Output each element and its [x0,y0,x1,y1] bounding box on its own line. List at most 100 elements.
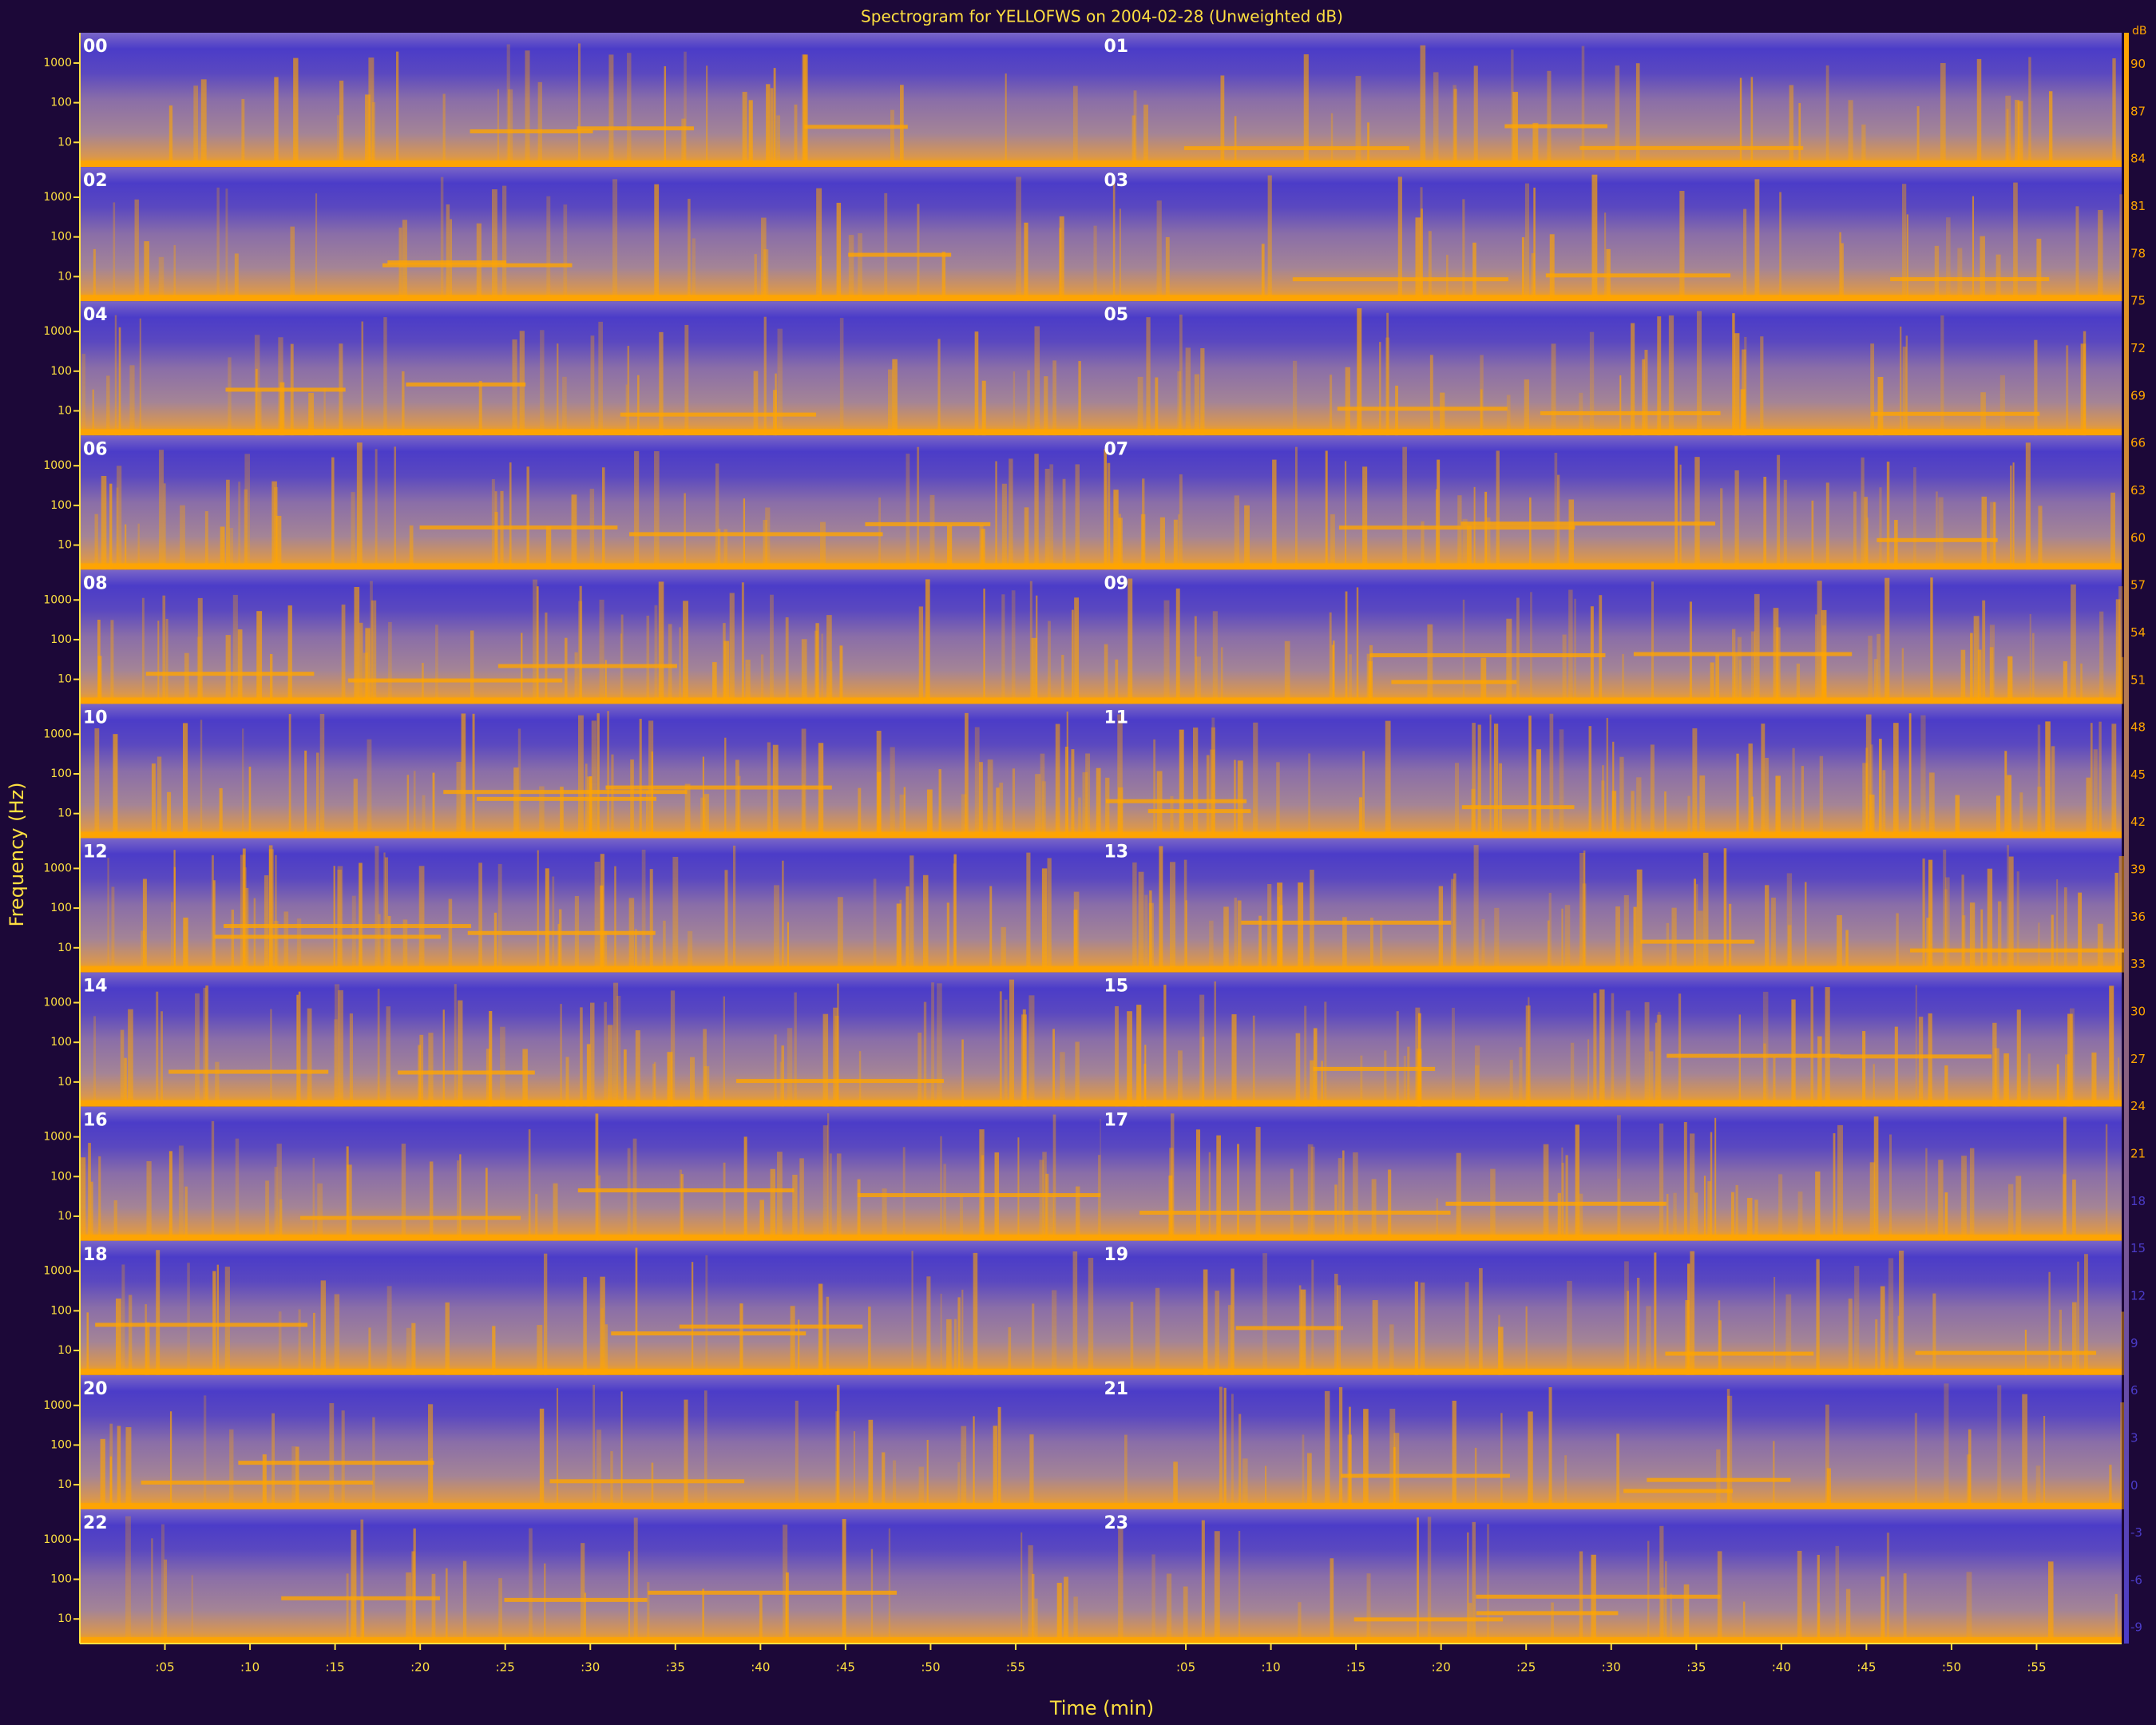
texture-band [1353,1617,1504,1622]
texture-streak [1619,756,1624,839]
texture-streak [2032,632,2035,704]
texture-streak [2056,1064,2059,1107]
texture-streak [786,1572,789,1644]
texture-streak [93,248,96,302]
texture-streak [494,512,498,570]
texture-streak [1570,1042,1575,1107]
texture-streak [1220,647,1223,704]
texture-streak [1906,214,1908,302]
texture-streak [1481,918,1485,973]
texture-streak [1733,655,1738,704]
texture-streak [999,991,1002,1107]
texture-floor [80,429,1101,436]
texture-streak [2027,1053,2031,1107]
texture-streak [703,1066,710,1107]
panel-label: 04 [83,305,108,325]
texture-streak [213,880,216,973]
texture-streak [1982,600,1986,704]
texture-streak [459,1154,462,1241]
texture-streak [128,1295,133,1375]
texture-streak [634,929,637,973]
texture-streak [1344,461,1347,570]
texture-streak [226,479,230,570]
texture-streak [1657,316,1662,436]
texture-floor [80,1637,1101,1644]
texture-streak [1499,763,1503,839]
panel-label: 19 [1104,1245,1129,1265]
texture-streak [1746,1198,1753,1241]
texture-streak [1310,1060,1314,1107]
texture-streak [1869,1162,1875,1241]
texture-band [504,1597,648,1602]
texture-band [1445,1201,1667,1206]
texture-streak [931,982,934,1107]
y-axis-label: Frequency (Hz) [6,783,28,927]
texture-streak [1302,1434,1305,1509]
texture-streak [359,622,363,704]
texture-streak [1633,906,1637,973]
texture-streak [839,318,844,436]
x-tick-label: :35 [666,1660,685,1675]
texture-streak [1072,85,1078,168]
texture-streak [1462,518,1468,570]
texture-streak [1940,315,1944,436]
texture-streak [2008,856,2014,973]
texture-streak [1896,913,1899,973]
texture-streak [770,594,774,704]
texture-streak [442,93,446,168]
texture-streak [1582,883,1587,973]
texture-streak [1786,873,1793,973]
texture-streak [331,457,335,570]
texture-streak [291,1446,297,1509]
texture-streak [911,1251,914,1375]
texture-streak [2114,1593,2118,1644]
texture-streak [1009,979,1015,1107]
texture-streak [1565,1155,1568,1241]
texture-streak [724,870,728,973]
texture-floor [1100,295,2122,302]
texture-streak [763,316,767,436]
texture-streak [1472,242,1476,302]
texture-streak [826,1113,830,1241]
texture-streak [1754,1200,1758,1241]
texture-streak [193,85,199,168]
texture-streak [2075,206,2079,302]
texture-streak [1821,609,1827,704]
texture-streak [1651,581,1655,704]
texture-band [865,521,991,526]
x-tick-label: :20 [1432,1660,1451,1675]
texture-streak [81,1157,86,1241]
texture-streak [378,914,381,973]
texture-streak [173,850,176,973]
x-tick-label: :25 [496,1660,515,1675]
texture-streak [1968,1429,1972,1509]
colorbar-tick-label: 75 [2130,294,2146,308]
texture-streak [125,524,127,570]
texture-streak [2007,845,2010,973]
texture-streak [2063,661,2067,704]
texture-streak [334,1294,340,1375]
texture-streak [1342,1150,1345,1241]
texture-streak [1615,65,1620,168]
texture-streak [1194,374,1199,436]
texture-streak [658,581,664,704]
texture-streak [1486,1524,1490,1644]
texture-streak [2109,985,2114,1107]
texture-streak [1861,457,1865,570]
colorbar-tick-label: 81 [2130,199,2146,213]
texture-streak [1627,1291,1629,1375]
x-tick-label: :45 [1857,1660,1876,1675]
texture-streak [1551,1602,1554,1644]
texture-streak [411,1322,416,1375]
texture-streak [620,633,623,704]
texture-streak [1543,1144,1549,1241]
texture-streak [1159,846,1163,973]
texture-streak [1223,1387,1227,1509]
texture-streak [535,1194,538,1241]
texture-streak [837,897,843,973]
texture-streak [1833,1133,1836,1241]
texture-streak [802,783,806,839]
y-tick-label: 1000 [43,593,72,606]
texture-streak [868,1307,871,1375]
texture-streak [1088,1258,1094,1375]
